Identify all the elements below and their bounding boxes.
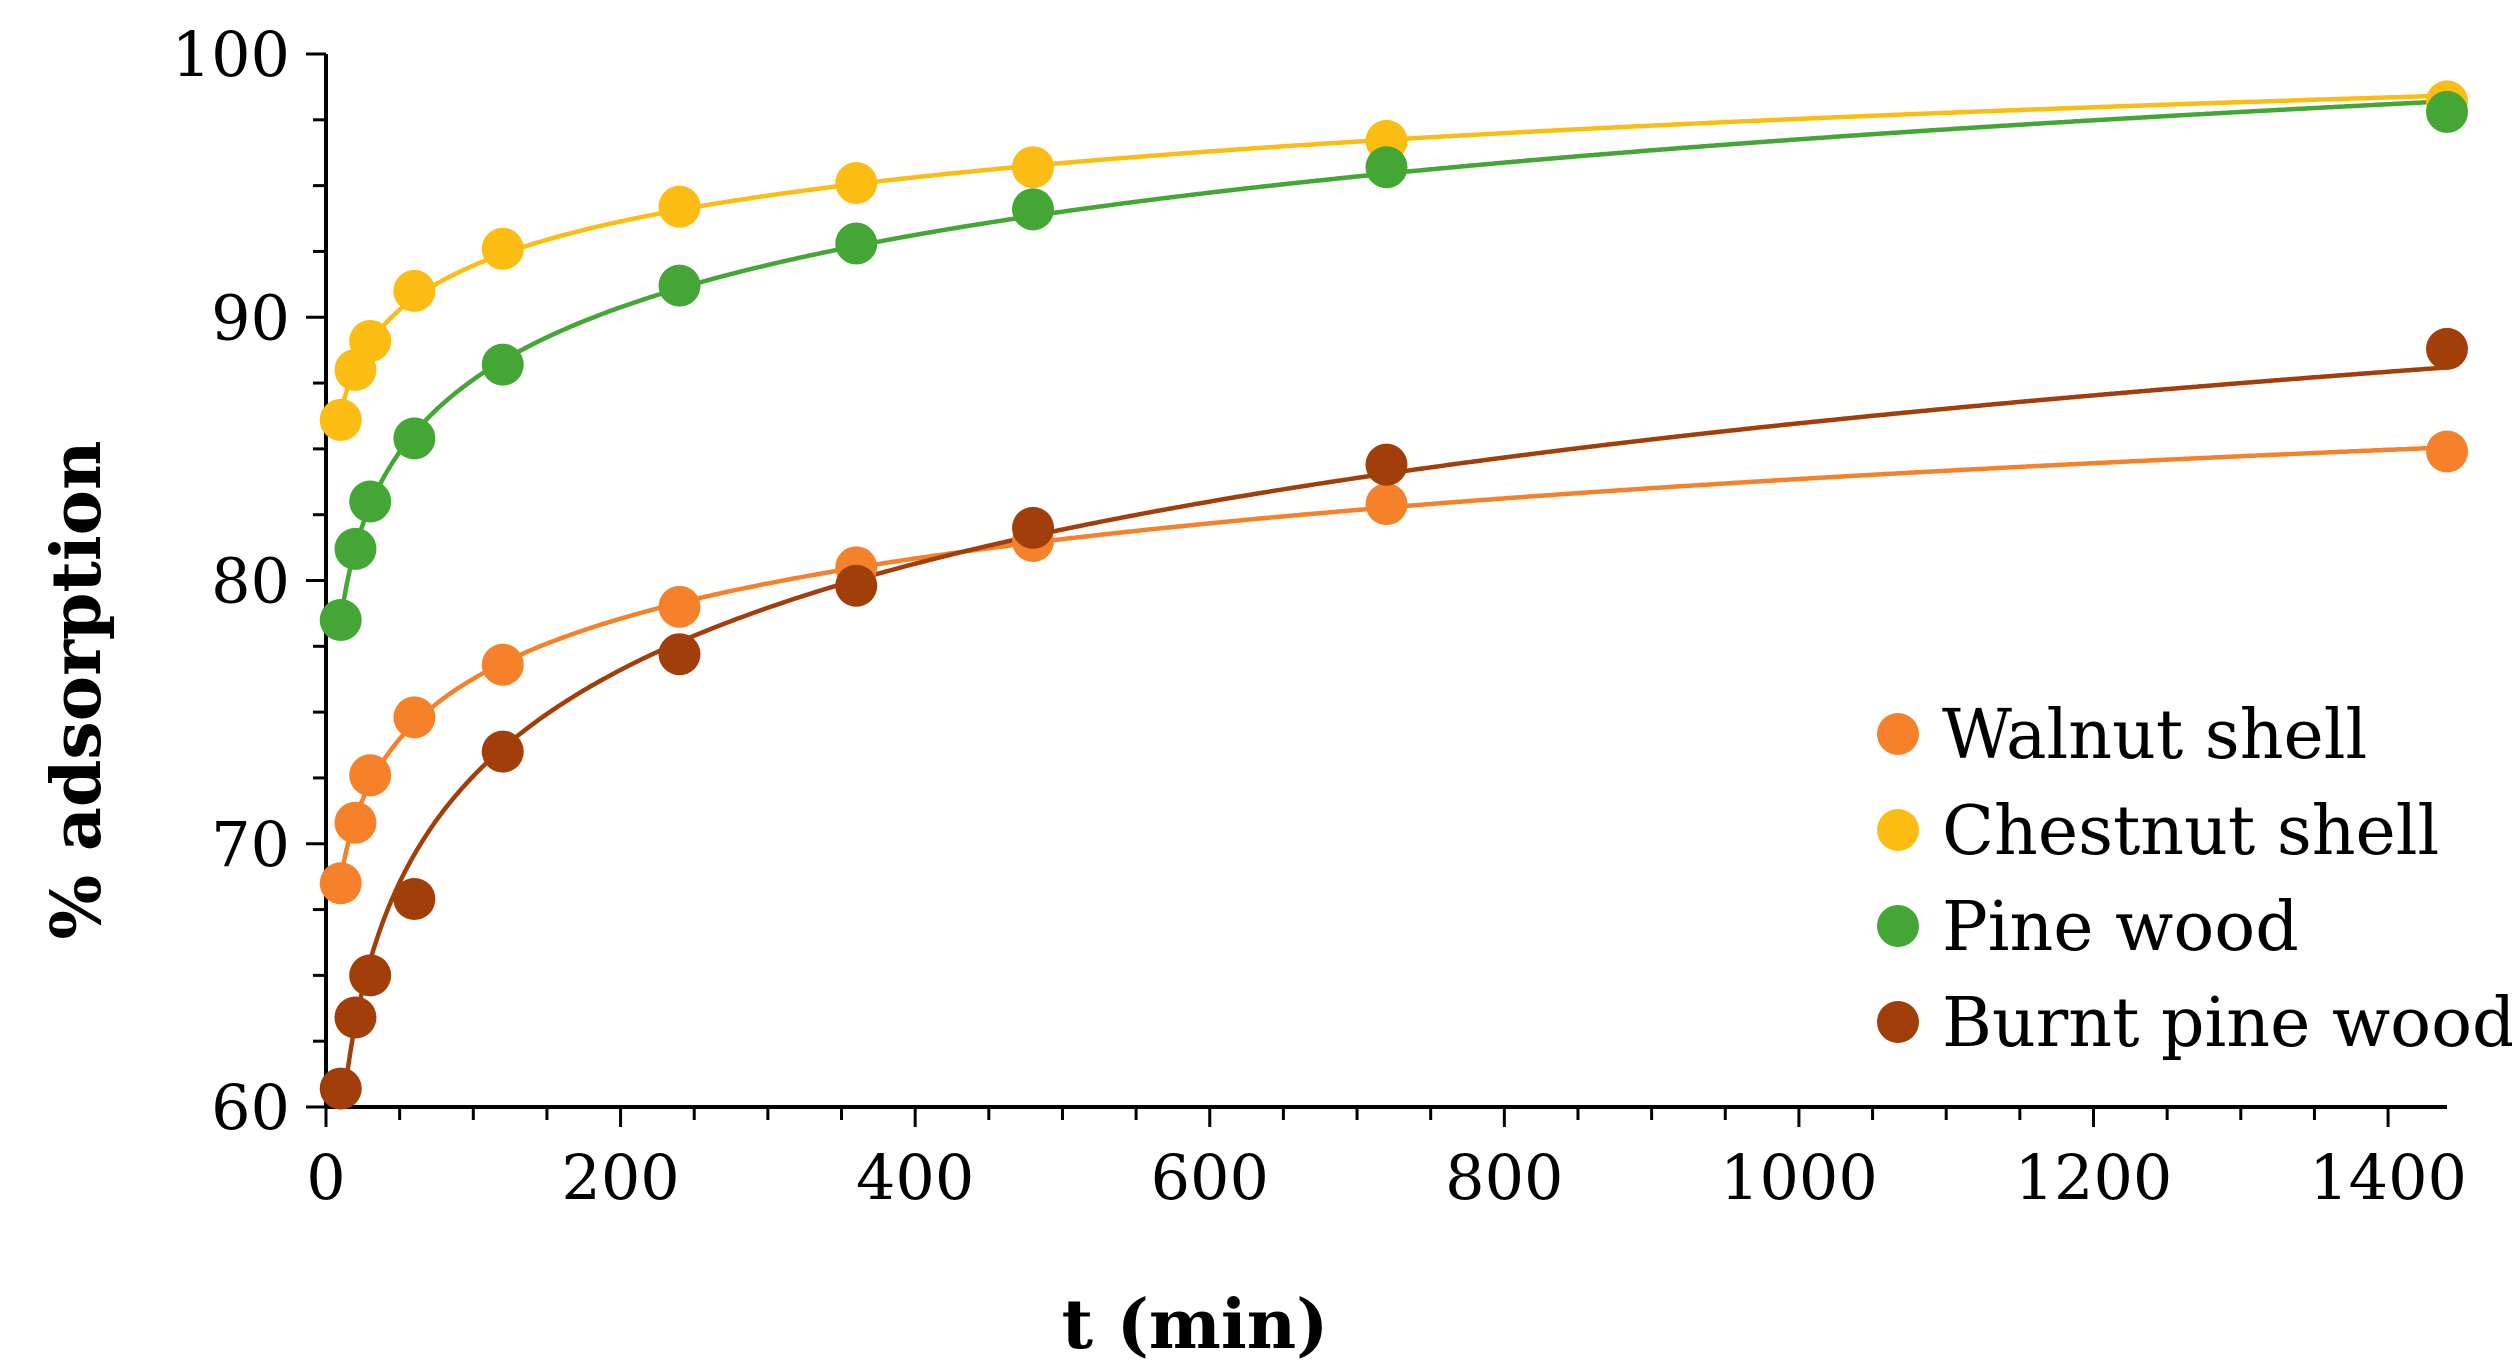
data-point: [334, 996, 377, 1039]
legend-label: Pine wood: [1942, 888, 2299, 967]
data-point: [334, 527, 377, 570]
data-point: [2426, 90, 2468, 133]
x-tick-label: 1200: [2015, 1141, 2173, 1214]
data-point: [2426, 327, 2468, 370]
y-axis-title: % adsorption: [37, 441, 117, 940]
x-tick-label: 1400: [2309, 1141, 2467, 1214]
data-point: [481, 227, 524, 270]
x-tick-label: 0: [306, 1141, 345, 1214]
axes: [306, 52, 2447, 1127]
tick-labels: 0 200 400 600 800 1000 1200 1400 60 70 80 90 100: [172, 18, 2467, 1214]
data-point: [658, 185, 701, 228]
legend-label: Walnut shell: [1942, 696, 2367, 775]
y-tick-label: 100: [172, 18, 290, 91]
data-point: [1365, 483, 1408, 526]
data-point: [481, 343, 524, 386]
data-point: [393, 269, 436, 312]
data-point: [1365, 146, 1408, 189]
legend-marker: [1877, 1001, 1919, 1043]
x-tick-label: 600: [1151, 1141, 1269, 1214]
legend-marker: [1877, 713, 1919, 755]
data-point: [1365, 443, 1408, 486]
y-tick-label: 80: [211, 545, 290, 618]
x-tick-label: 400: [856, 1141, 974, 1214]
data-point: [319, 398, 362, 441]
x-axis-title: t (min): [1062, 1285, 1329, 1365]
data-point: [658, 264, 701, 307]
data-point: [349, 480, 392, 523]
data-point: [393, 878, 436, 921]
x-tick-label: 800: [1445, 1141, 1563, 1214]
data-point: [349, 319, 392, 362]
data-point: [319, 598, 362, 641]
data-point: [658, 585, 701, 628]
data-point: [319, 862, 362, 905]
data-point: [835, 222, 878, 265]
y-tick-label: 60: [211, 1071, 290, 1144]
data-points: [319, 80, 2468, 1110]
data-point: [835, 564, 878, 607]
data-point: [349, 754, 392, 797]
legend-label: Chestnut shell: [1942, 792, 2439, 871]
data-point: [1012, 188, 1054, 231]
data-point: [658, 633, 701, 676]
data-point: [835, 161, 878, 204]
data-point: [349, 954, 392, 997]
x-tick-label: 200: [561, 1141, 679, 1214]
data-point: [393, 696, 436, 739]
data-point: [1012, 146, 1054, 189]
data-point: [319, 1067, 362, 1110]
x-tick-label: 1000: [1720, 1141, 1878, 1214]
legend-marker: [1877, 905, 1919, 947]
data-point: [481, 643, 524, 686]
data-point: [1012, 506, 1054, 549]
y-tick-label: 90: [211, 281, 290, 354]
data-point: [334, 801, 377, 844]
legend-marker: [1877, 809, 1919, 851]
legend-label: Burnt pine wood: [1942, 984, 2512, 1063]
data-point: [481, 730, 524, 773]
data-point: [2426, 430, 2468, 473]
legend: Walnut shell Chestnut shell Pine wood Burnt…: [1877, 696, 2512, 1063]
data-point: [393, 417, 436, 460]
y-tick-label: 70: [211, 808, 290, 881]
